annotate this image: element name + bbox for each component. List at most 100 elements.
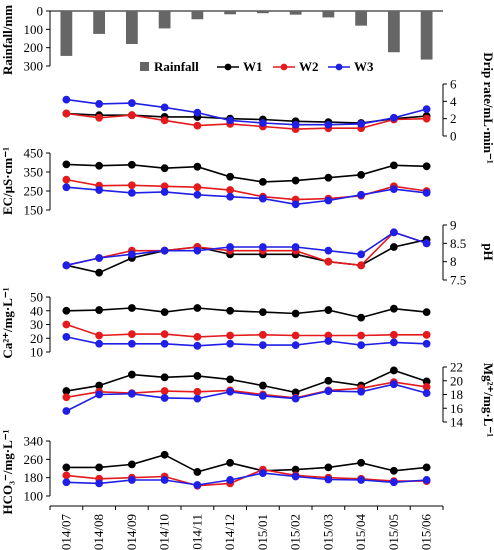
- hco3-w1-point: [127, 460, 136, 469]
- drip-w3-point: [127, 99, 136, 107]
- ec-w2-point: [127, 181, 136, 190]
- x-tick-label: 2015/04: [353, 514, 368, 550]
- rainfall-y-tick-label: 100: [24, 22, 44, 37]
- ph-w1-line: [66, 238, 427, 274]
- ec-w1-line: [66, 163, 427, 183]
- ph-w3-point: [357, 250, 366, 259]
- x-tick-label: 2015/05: [386, 514, 401, 550]
- drip-w2-point: [193, 121, 202, 130]
- ca-w3-point: [291, 341, 300, 350]
- hco3-w1-point: [193, 468, 202, 476]
- hco3-y-tick-label: 180: [24, 470, 44, 485]
- mg-w2-point: [62, 393, 71, 402]
- x-tick-label: 2014/07: [58, 514, 73, 550]
- ca-w1-point: [127, 304, 136, 312]
- ph-w3-point: [95, 254, 104, 262]
- ca-w1-point: [226, 306, 235, 315]
- drip-w3-point: [160, 103, 169, 112]
- mg-w3-point: [422, 389, 431, 398]
- ph-w3-line: [66, 231, 427, 267]
- ec-w1-point: [226, 172, 235, 181]
- ca-y-tick-label: 10: [30, 345, 43, 360]
- drip-w3-point: [193, 108, 202, 117]
- hco3-w1-line: [66, 453, 427, 473]
- ph-w3-point: [291, 243, 300, 251]
- drip-w3-point: [95, 100, 104, 108]
- ec-w1-point: [422, 162, 431, 171]
- ca-w2-point: [291, 331, 300, 340]
- hco3-w2-point: [62, 471, 71, 480]
- mg-y-tick-label: 20: [450, 373, 463, 388]
- hco3-w3-point: [357, 476, 366, 484]
- drip-w3-point: [62, 95, 71, 104]
- hco3-w1-point: [226, 458, 235, 467]
- hco3-w3-point: [62, 478, 71, 487]
- rainfall-y-tick-label: 0: [37, 4, 44, 19]
- hco3-w1-point: [160, 450, 169, 459]
- ec-w3-point: [291, 200, 300, 209]
- drip-w2-point: [95, 113, 104, 122]
- ca-w3-point: [160, 339, 169, 348]
- rainfall-bar: [191, 11, 204, 20]
- ec-w3-point: [422, 189, 431, 197]
- ca-y-tick-label: 40: [30, 303, 43, 318]
- ec-w1-point: [324, 173, 333, 182]
- mg-w3-point: [291, 394, 300, 403]
- drip-w2-point: [127, 111, 136, 120]
- ph-y-tick-label: 8: [450, 254, 457, 269]
- mg-axis-title: Mg²⁺/mg·L⁻¹: [481, 363, 494, 437]
- x-tick-label: 2014/10: [157, 514, 172, 550]
- drip-w3-point: [226, 116, 235, 125]
- ec-w3-point: [258, 194, 267, 203]
- mg-w2-point: [193, 387, 202, 396]
- ec-w1-point: [127, 160, 136, 169]
- text-layer: 0 100 200 300 Rainfall/mm 0 2 4 6 Drip rate/mL·mi…: [0, 4, 494, 550]
- ec-w3-point: [127, 189, 136, 197]
- hco3-w3-point: [291, 472, 300, 481]
- drip-w3-point: [324, 120, 333, 129]
- hco3-w3-point: [422, 476, 431, 484]
- mg-w1-point: [193, 372, 202, 380]
- rainfall-bar: [289, 11, 302, 15]
- mg-w1-point: [226, 375, 235, 384]
- mg-w3-point: [127, 389, 136, 398]
- ca-w3-point: [389, 338, 398, 347]
- mg-y-tick-label: 18: [450, 387, 463, 402]
- ca-w3-point: [193, 341, 202, 350]
- mg-w3-line: [66, 383, 427, 412]
- rainfall-y-tick-label: 300: [24, 59, 44, 74]
- ph-w3-point: [160, 246, 169, 255]
- drip-axis-title: Drip rate/mL·min⁻¹: [481, 52, 494, 164]
- drip-w3-point: [389, 113, 398, 122]
- ec-w1-point: [95, 161, 104, 170]
- ca-w3-point: [95, 339, 104, 348]
- ca-w1-point: [422, 308, 431, 317]
- ec-w1-point: [291, 176, 300, 185]
- mg-y-tick-label: 22: [450, 360, 463, 375]
- ec-w1-point: [193, 162, 202, 171]
- legend-w1-marker: [224, 63, 232, 71]
- drip-y-tick-label: 4: [450, 94, 457, 109]
- legend: Rainfall W1 W2 W3: [140, 59, 374, 74]
- mg-w2-line: [66, 381, 427, 399]
- hco3-w3-point: [127, 476, 136, 484]
- x-tick-label: 2014/08: [91, 514, 106, 550]
- ph-y-tick-label: 9: [450, 218, 457, 233]
- data-layer: [60, 11, 433, 490]
- hco3-y-tick-label: 340: [24, 434, 44, 449]
- ec-w2-point: [193, 183, 202, 192]
- ec-y-tick-label: 250: [24, 184, 44, 199]
- ca-w2-line: [66, 323, 427, 338]
- hco3-w3-point: [226, 476, 235, 484]
- mg-w3-point: [357, 387, 366, 396]
- drip-w2-point: [160, 116, 169, 125]
- legend-rainfall-swatch: [140, 62, 149, 71]
- hco3-y-tick-label: 260: [24, 452, 44, 467]
- rainfall-bar: [93, 11, 106, 34]
- hco3-y-tick-label: 100: [24, 489, 44, 504]
- ca-y-tick-label: 20: [30, 331, 43, 346]
- mg-y-tick-label: 14: [450, 415, 464, 430]
- ec-w3-point: [357, 190, 366, 199]
- ec-w2-point: [226, 186, 235, 194]
